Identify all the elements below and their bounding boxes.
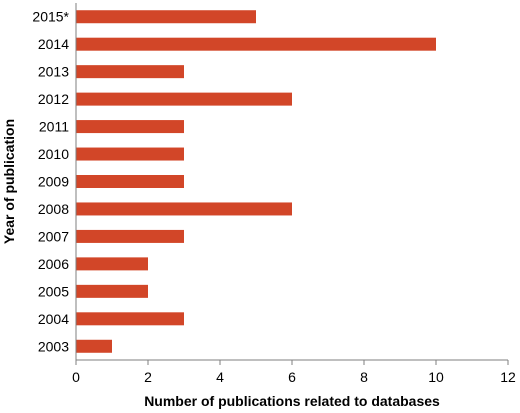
y-tick-label: 2005 [38, 283, 69, 299]
bar-2009 [76, 175, 184, 188]
bar-2011 [76, 120, 184, 134]
y-tick-label: 2011 [39, 119, 69, 135]
y-tick-label: 2007 [38, 228, 69, 244]
bar-2012 [76, 92, 292, 106]
y-tick-label: 2008 [38, 201, 69, 217]
y-tick-labels: 2015* 2014 2013 2012 2011 2010 2009 2008 2007 200… [32, 9, 69, 355]
x-axis-title: Number of publications related to databa… [144, 393, 440, 409]
x-tick-labels: 0 2 4 6 8 10 12 [72, 369, 516, 385]
bar-2003 [76, 339, 112, 353]
y-tick-label: 2006 [38, 256, 69, 272]
y-tick-label: 2012 [38, 91, 69, 107]
y-tick-label: 2013 [38, 64, 69, 80]
bar-2015 [76, 10, 256, 24]
y-tick-label: 2004 [38, 311, 69, 327]
x-tick-label: 0 [72, 369, 80, 385]
y-tick-label: 2003 [38, 338, 69, 354]
y-tick-label: 2010 [38, 146, 69, 162]
x-tick-marks [75, 360, 509, 365]
x-tick-label: 6 [288, 369, 296, 385]
bar-2010 [76, 147, 184, 161]
bars-group [76, 10, 436, 353]
bar-2007 [76, 229, 184, 243]
bar-2006 [76, 257, 148, 271]
x-tick-label: 8 [360, 369, 368, 385]
y-tick-label: 2015* [32, 9, 69, 25]
bar-2008 [76, 202, 292, 216]
x-tick-label: 10 [428, 369, 444, 385]
x-tick-label: 4 [216, 369, 224, 385]
y-tick-label: 2009 [38, 174, 69, 190]
bar-2013 [76, 65, 184, 79]
x-tick-label: 2 [144, 369, 152, 385]
bar-2014 [76, 37, 436, 51]
y-axis-title: Year of publication [1, 119, 17, 244]
x-tick-label: 12 [500, 369, 516, 385]
bar-2004 [76, 312, 184, 326]
bar-2005 [76, 284, 148, 298]
y-tick-label: 2014 [38, 36, 69, 52]
